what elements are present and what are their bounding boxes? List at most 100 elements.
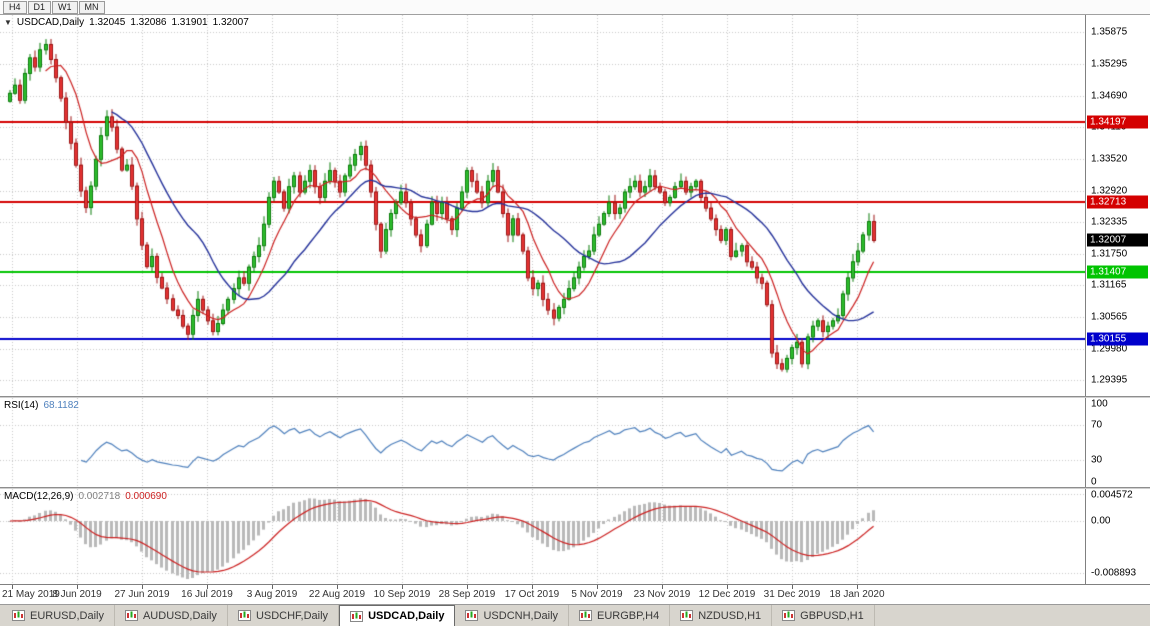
macd-legend: MACD(12,26,9) 0.002718 0.000690 [4,491,172,502]
candlestick-chart-icon [680,610,694,621]
macd-panel: MACD(12,26,9) 0.002718 0.000690 0.004572 0.… [0,489,1150,584]
price-axis-label: 1.30565 [1091,311,1128,323]
chart-tab-nzdusd-h1[interactable]: NZDUSD,H1 [670,605,773,626]
date-axis-label: 22 Aug 2019 [308,589,366,600]
date-tick [467,585,468,589]
date-axis-label: 3 Aug 2019 [246,589,298,600]
rsi-panel: RSI(14) 68.1182 100 70 30 0 [0,398,1150,488]
hline-price-tag[interactable]: 1.34197 [1087,115,1148,129]
chart-tab-audusd-daily[interactable]: AUDUSD,Daily [115,605,228,626]
chart-tab-gbpusd-h1[interactable]: GBPUSD,H1 [772,605,875,626]
date-axis-label: 27 Jun 2019 [114,589,170,600]
chart-tab-usdcnh-daily[interactable]: USDCNH,Daily [455,605,570,626]
timeframe-button-d1[interactable]: D1 [27,0,52,14]
rsi-canvas[interactable] [0,398,1085,487]
chart-tabs: EURUSD,Daily AUDUSD,Daily USDCHF,Daily USDC… [0,604,1150,626]
rsi-axis: 100 70 30 0 [1085,398,1150,488]
last-price-tag: 1.32007 [1087,233,1148,247]
macd-main-value: 0.002718 [78,491,121,502]
candlestick-chart-icon [350,610,364,622]
tab-label: USDCNH,Daily [483,609,559,622]
symbol-title: USDCAD,Daily [16,17,85,28]
panel-splitter[interactable] [0,396,1150,398]
date-axis: 21 May 2019 8 Jun 2019 27 Jun 2019 16 Jul 2… [0,584,1150,604]
ohlc-open: 1.32045 [89,17,126,28]
price-axis-label: 1.29395 [1091,374,1128,386]
date-axis-label: 17 Oct 2019 [504,589,560,600]
date-axis-label: 21 May 2019 [2,589,60,600]
price-chart-panel: ▼ USDCAD,Daily 1.32045 1.32086 1.31901 1.3200… [0,15,1150,396]
date-tick [532,585,533,589]
chart-tab-eurgbp-h4[interactable]: EURGBP,H4 [569,605,671,626]
timeframe-button-h4[interactable]: H4 [3,0,27,14]
date-axis-label: 8 Jun 2019 [52,589,102,600]
date-tick [402,585,403,589]
candlestick-chart-icon [782,610,796,621]
date-axis-label: 31 Dec 2019 [763,589,821,600]
tab-label: EURUSD,Daily [30,609,104,622]
hline-price-tag[interactable]: 1.32713 [1087,195,1148,209]
date-tick [272,585,273,589]
macd-axis-label: 0.00 [1091,515,1111,527]
price-chart-canvas[interactable] [0,15,1085,396]
rsi-axis-label: 100 [1091,398,1108,410]
tab-label: NZDUSD,H1 [698,609,762,622]
date-tick [662,585,663,589]
tab-label: GBPUSD,H1 [800,609,864,622]
price-axis: 1.358751.352951.346901.341101.335201.329… [1085,15,1150,396]
candlestick-chart-icon [579,610,593,621]
macd-signal-value: 0.000690 [125,491,167,502]
rsi-name: RSI(14) [4,400,39,411]
date-tick [337,585,338,589]
rsi-value: 68.1182 [43,400,79,411]
rsi-axis-label: 70 [1091,419,1103,431]
date-axis-label: 18 Jan 2020 [829,589,885,600]
price-axis-label: 1.31750 [1091,248,1128,260]
date-axis-label: 5 Nov 2019 [571,589,623,600]
ohlc-low: 1.31901 [171,17,208,28]
price-axis-label: 1.29980 [1091,343,1128,355]
date-tick [207,585,208,589]
ohlc-high: 1.32086 [130,17,167,28]
timeframe-toolbar: H4 D1 W1 MN [0,0,1150,15]
price-axis-label: 1.35295 [1091,58,1128,70]
date-tick [857,585,858,589]
rsi-legend: RSI(14) 68.1182 [4,400,84,411]
tab-label: USDCAD,Daily [368,610,445,622]
macd-axis-label: 0.004572 [1091,489,1133,501]
price-axis-label: 1.35875 [1091,26,1128,38]
hline-price-tag[interactable]: 1.30155 [1087,332,1148,346]
timeframe-button-mn[interactable]: MN [78,0,105,14]
chart-tab-usdcad-daily[interactable]: USDCAD,Daily [339,605,456,626]
hline-price-tag[interactable]: 1.31407 [1087,265,1148,279]
macd-canvas[interactable] [0,489,1085,584]
date-axis-label: 28 Sep 2019 [438,589,496,600]
date-axis-label: 10 Sep 2019 [373,589,431,600]
panel-splitter[interactable] [0,487,1150,489]
candlestick-chart-icon [237,610,251,621]
date-tick [727,585,728,589]
chart-tab-eurusd-daily[interactable]: EURUSD,Daily [2,605,115,626]
rsi-axis-label: 0 [1091,476,1097,488]
date-tick [792,585,793,589]
tab-label: USDCHF,Daily [255,609,329,622]
date-axis-label: 23 Nov 2019 [633,589,691,600]
price-axis-label: 1.32920 [1091,185,1128,197]
tab-label: EURGBP,H4 [597,609,660,622]
timeframe-button-w1[interactable]: W1 [52,0,78,14]
price-axis-label: 1.31165 [1091,279,1127,291]
date-tick [142,585,143,589]
date-axis-label: 16 Jul 2019 [181,589,233,600]
macd-axis: 0.004572 0.00 -0.008893 [1085,489,1150,584]
chart-tab-usdchf-daily[interactable]: USDCHF,Daily [228,605,340,626]
ohlc-close: 1.32007 [212,17,249,28]
date-tick [597,585,598,589]
collapse-indicators-icon[interactable]: ▼ [4,18,12,27]
rsi-axis-label: 30 [1091,454,1103,466]
price-axis-label: 1.32335 [1091,216,1128,228]
candlestick-chart-icon [465,610,479,621]
macd-name: MACD(12,26,9) [4,491,74,502]
price-axis-label: 1.34690 [1091,90,1128,102]
candlestick-chart-icon [124,610,138,621]
